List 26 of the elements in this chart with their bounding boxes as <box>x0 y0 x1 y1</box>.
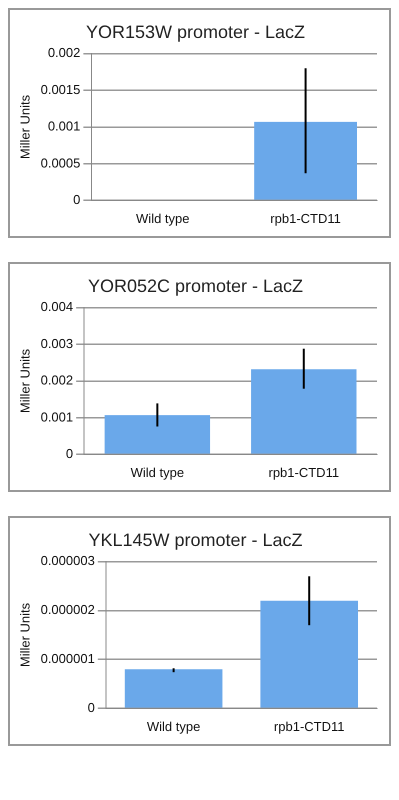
y-tick-label: 0.000001 <box>40 651 95 666</box>
y-tick-label: 0.0015 <box>40 82 80 97</box>
y-tick-label: 0.002 <box>40 372 74 388</box>
y-axis-title: Miller Units <box>17 348 32 414</box>
y-tick-label: 0.003 <box>40 336 74 351</box>
y-tick-label: 0.0005 <box>40 155 80 170</box>
chart-title: YOR052C promoter - LacZ <box>88 276 304 296</box>
y-tick-label: 0.000002 <box>40 602 95 618</box>
y-axis-title: Miller Units <box>17 94 32 160</box>
y-tick-label: 0 <box>66 446 74 461</box>
y-tick-label: 0.001 <box>48 118 80 134</box>
x-tick-label: Wild type <box>146 718 200 734</box>
y-tick-label: 0.000003 <box>40 553 95 568</box>
x-tick-label: Wild type <box>130 464 184 480</box>
y-tick-label: 0 <box>73 192 80 207</box>
x-tick-label: rpb1-CTD11 <box>270 210 341 226</box>
chart-title: YKL145W promoter - LacZ <box>88 530 303 550</box>
y-tick-label: 0.004 <box>40 299 74 314</box>
y-axis-title: Miller Units <box>17 602 32 668</box>
x-tick-label: Wild type <box>136 210 190 226</box>
chart-title: YOR153W promoter - LacZ <box>86 22 306 42</box>
y-tick-label: 0 <box>88 700 95 715</box>
y-tick-label: 0.001 <box>40 409 74 424</box>
x-tick-label: rpb1-CTD11 <box>274 718 344 734</box>
x-tick-label: rpb1-CTD11 <box>268 464 340 480</box>
y-tick-label: 0.002 <box>48 45 80 60</box>
